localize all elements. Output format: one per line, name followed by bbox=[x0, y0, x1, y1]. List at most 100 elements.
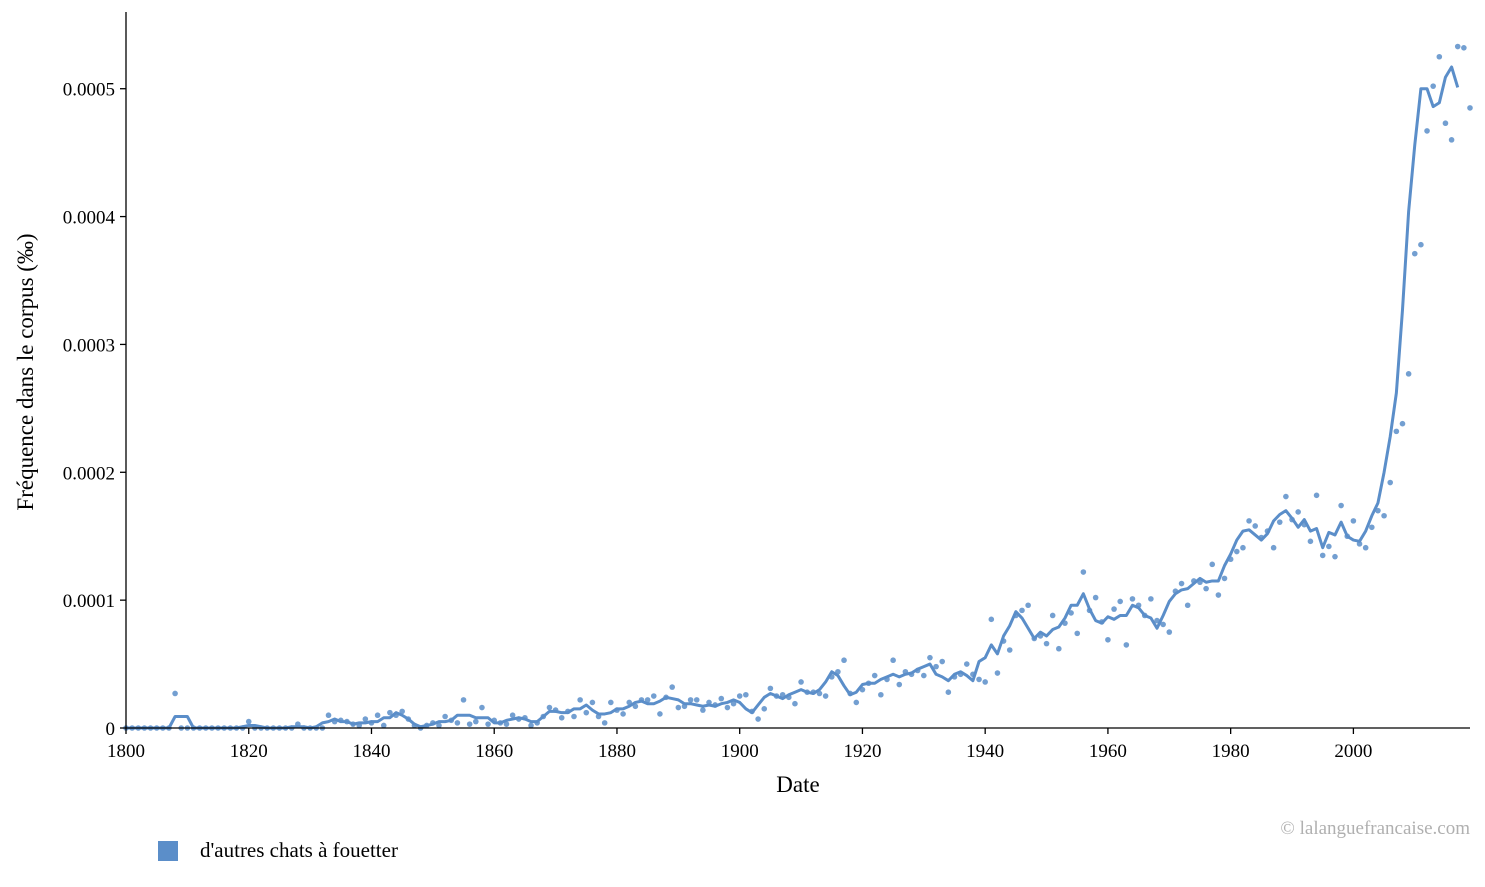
raw-points-group bbox=[123, 43, 1473, 731]
data-point bbox=[1252, 523, 1259, 529]
y-tick-label: 0.0002 bbox=[63, 463, 115, 484]
x-tick-label: 2000 bbox=[1334, 741, 1372, 762]
data-point bbox=[945, 689, 952, 695]
data-point bbox=[571, 713, 577, 720]
data-point bbox=[792, 700, 798, 707]
data-point bbox=[1369, 524, 1375, 531]
data-point bbox=[644, 697, 651, 703]
x-tick-label: 1880 bbox=[598, 741, 636, 762]
data-point bbox=[1105, 636, 1111, 643]
data-point bbox=[1209, 561, 1216, 568]
data-point bbox=[1399, 420, 1406, 427]
data-point bbox=[736, 693, 743, 699]
data-point bbox=[933, 663, 939, 670]
data-point bbox=[442, 713, 448, 720]
data-point bbox=[1418, 241, 1424, 248]
data-point bbox=[1117, 598, 1123, 605]
data-point bbox=[509, 712, 516, 719]
data-point bbox=[1436, 53, 1443, 60]
data-point bbox=[1326, 543, 1332, 550]
data-point bbox=[1313, 492, 1320, 499]
data-point bbox=[454, 720, 461, 726]
y-ticks: 0 0.0001 0.0002 0.0003 0.0004 0.0005 bbox=[63, 80, 126, 740]
data-point bbox=[460, 697, 467, 703]
x-tick-label: 1900 bbox=[721, 741, 759, 762]
data-point bbox=[1467, 105, 1473, 111]
x-axis-title: Date bbox=[776, 772, 819, 797]
data-point bbox=[687, 697, 694, 703]
y-tick-label: 0.0004 bbox=[63, 208, 116, 229]
x-tick-label: 1860 bbox=[475, 741, 513, 762]
data-point bbox=[1111, 606, 1117, 612]
data-point bbox=[380, 722, 387, 729]
data-point bbox=[1393, 428, 1400, 435]
x-tick-label: 1980 bbox=[1212, 741, 1250, 762]
data-point bbox=[362, 716, 369, 722]
data-point bbox=[669, 684, 675, 690]
data-point bbox=[1240, 544, 1246, 551]
data-point bbox=[1461, 45, 1467, 51]
data-point bbox=[528, 722, 534, 729]
data-point bbox=[1442, 120, 1449, 127]
data-point bbox=[939, 658, 946, 665]
data-point bbox=[1270, 544, 1277, 551]
data-point bbox=[374, 712, 381, 719]
data-point bbox=[436, 722, 442, 729]
data-point bbox=[1160, 621, 1166, 628]
data-point bbox=[730, 700, 737, 707]
data-point bbox=[798, 679, 804, 685]
x-tick-label: 1960 bbox=[1089, 741, 1127, 762]
data-point bbox=[583, 709, 590, 716]
data-point bbox=[976, 676, 982, 683]
data-point bbox=[172, 690, 178, 697]
legend-swatch bbox=[158, 840, 178, 861]
data-point bbox=[927, 654, 933, 661]
data-point bbox=[1148, 596, 1154, 602]
copyright-text: © lalanguefrancaise.com bbox=[1280, 818, 1470, 839]
data-point bbox=[1454, 43, 1461, 50]
data-point bbox=[1362, 544, 1369, 551]
data-point bbox=[1166, 629, 1173, 635]
data-point bbox=[700, 707, 706, 713]
data-point bbox=[387, 709, 393, 716]
data-point bbox=[1080, 569, 1087, 575]
data-point bbox=[1338, 502, 1344, 509]
legend-label: d'autres chats à fouetter bbox=[200, 838, 398, 862]
data-point bbox=[1319, 552, 1326, 559]
data-point bbox=[994, 670, 1001, 676]
data-point bbox=[675, 704, 682, 711]
data-point bbox=[767, 685, 774, 692]
x-tick-label: 1920 bbox=[843, 741, 881, 762]
data-point bbox=[1283, 493, 1289, 500]
series-line bbox=[126, 65, 1460, 730]
y-tick-label: 0 bbox=[106, 719, 116, 740]
data-point bbox=[1074, 630, 1081, 637]
data-point bbox=[473, 718, 479, 725]
data-point bbox=[245, 718, 252, 725]
data-point bbox=[1246, 518, 1252, 524]
data-point bbox=[485, 721, 491, 727]
data-point bbox=[1276, 519, 1283, 525]
data-point bbox=[890, 657, 896, 664]
axes bbox=[125, 12, 1470, 729]
x-tick-label: 1940 bbox=[966, 741, 1004, 762]
data-point bbox=[761, 706, 768, 712]
data-point bbox=[743, 691, 749, 698]
data-point bbox=[1092, 594, 1099, 601]
data-point bbox=[1332, 553, 1338, 560]
data-point bbox=[577, 697, 583, 703]
data-point bbox=[878, 691, 884, 698]
data-point bbox=[1448, 137, 1455, 143]
data-point bbox=[1049, 612, 1056, 619]
data-point bbox=[1215, 592, 1222, 598]
data-point bbox=[325, 712, 332, 719]
data-point bbox=[853, 699, 860, 706]
data-point bbox=[1203, 585, 1209, 592]
data-point bbox=[1424, 128, 1430, 134]
data-point bbox=[988, 616, 995, 623]
data-point bbox=[1387, 479, 1394, 486]
data-point bbox=[1350, 518, 1357, 524]
data-point bbox=[1123, 642, 1130, 648]
x-tick-label: 1840 bbox=[352, 741, 390, 762]
